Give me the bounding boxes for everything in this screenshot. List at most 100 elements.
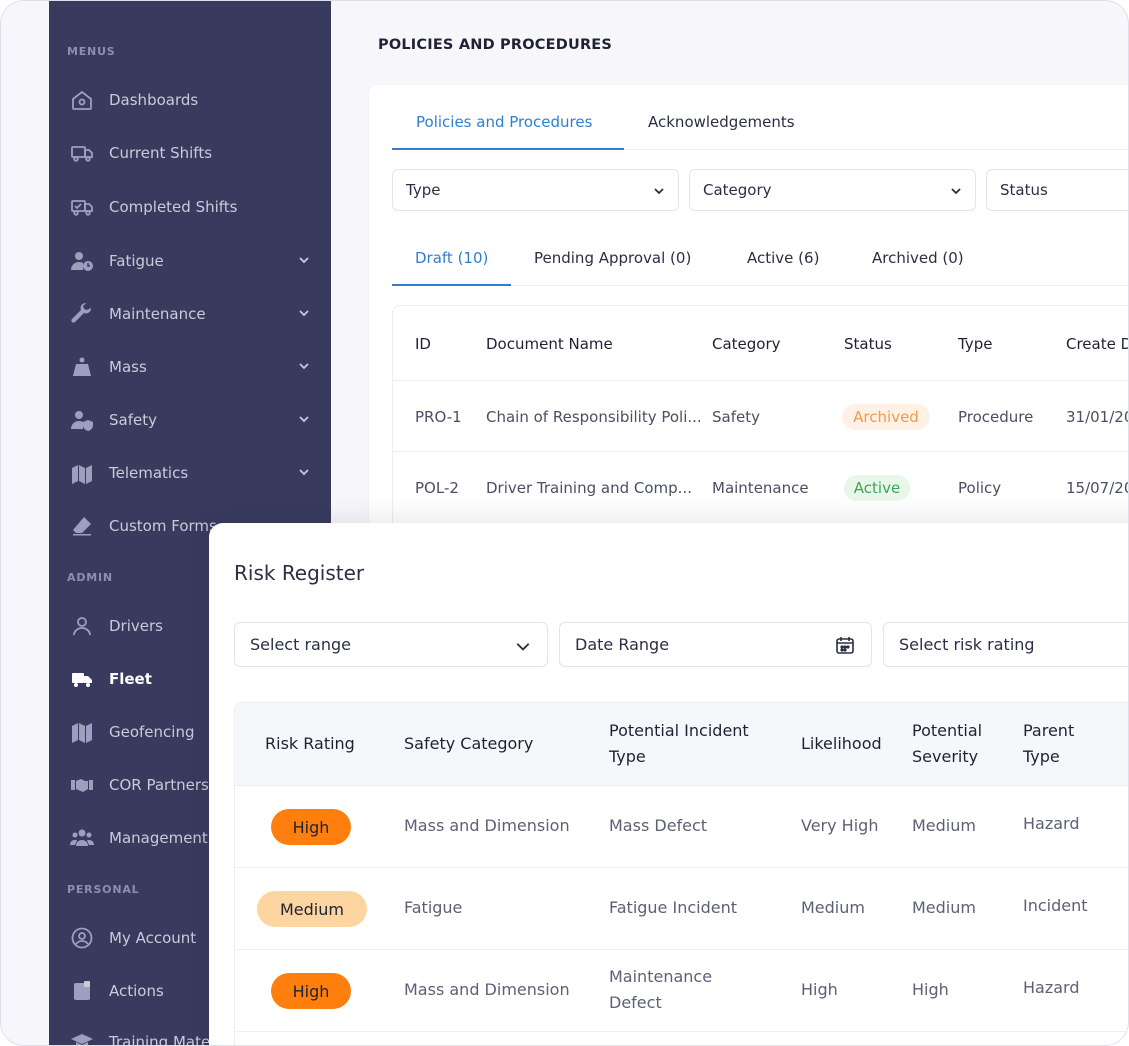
tab-active[interactable]: Active (6)	[747, 249, 820, 267]
risk-rating-select[interactable]: Select risk rating	[883, 622, 1128, 667]
status-filter-select[interactable]: Status	[986, 169, 1128, 211]
sidebar-item-safety[interactable]: Safety	[69, 403, 311, 437]
graduation-cap-icon	[69, 1029, 95, 1045]
sidebar-item-telematics[interactable]: Telematics	[69, 456, 311, 490]
cell-type: Procedure	[958, 408, 1034, 426]
user-shield-icon	[69, 407, 95, 433]
column-header-id: ID	[415, 335, 431, 353]
tab-policies-and-procedures[interactable]: Policies and Procedures	[416, 113, 593, 131]
section-label-personal: PERSONAL	[67, 883, 140, 896]
cell-incident-type: Fatigue Incident	[609, 898, 737, 917]
section-label-menus: MENUS	[67, 45, 116, 58]
sidebar-item-label: Training Materials	[109, 1033, 242, 1046]
date-range-input[interactable]: Date Range	[559, 622, 872, 667]
sidebar-item-my-account[interactable]: My Account	[69, 921, 311, 955]
row-divider	[235, 949, 1128, 950]
row-divider	[393, 451, 1128, 452]
status-badge: Active	[844, 475, 910, 501]
sidebar-item-custom-forms[interactable]: Custom Forms	[69, 509, 311, 543]
cell-severity: High	[912, 980, 949, 999]
risk-register-title: Risk Register	[234, 561, 365, 585]
sidebar-item-current-shifts[interactable]: Current Shifts	[69, 136, 311, 170]
sidebar-item-dashboards[interactable]: Dashboards	[69, 83, 311, 117]
sidebar-item-management[interactable]: Management	[69, 821, 311, 855]
sidebar-item-label: Management	[109, 829, 208, 847]
column-header-status: Status	[844, 335, 892, 353]
tab-archived[interactable]: Archived (0)	[872, 249, 964, 267]
risk-rating-badge: High	[271, 809, 351, 845]
sidebar-item-label: Fatigue	[109, 252, 164, 270]
column-header-category: Category	[712, 335, 781, 353]
category-filter-select[interactable]: Category	[689, 169, 976, 211]
cell-severity: Medium	[912, 816, 976, 835]
calendar-icon[interactable]	[835, 635, 855, 655]
user-icon	[69, 613, 95, 639]
cell-document-name[interactable]: Driver Training and Comp...	[486, 479, 692, 497]
users-icon	[69, 825, 95, 851]
sidebar-item-label: Geofencing	[109, 723, 195, 741]
home-icon	[69, 87, 95, 113]
type-filter-select[interactable]: Type	[392, 169, 679, 211]
cell-parent-type: Hazard	[1023, 978, 1080, 997]
sidebar-item-drivers[interactable]: Drivers	[69, 609, 311, 643]
tab-acknowledgements[interactable]: Acknowledgements	[648, 113, 795, 131]
eraser-icon	[69, 513, 95, 539]
sidebar-item-label: Fleet	[109, 670, 152, 688]
sidebar-item-completed-shifts[interactable]: Completed Shifts	[69, 190, 311, 224]
account-circle-icon	[69, 925, 95, 951]
cell-severity: Medium	[912, 898, 976, 917]
sidebar-item-label: Dashboards	[109, 91, 199, 109]
cell-category: Safety	[712, 408, 760, 426]
tab-draft[interactable]: Draft (10)	[415, 249, 489, 267]
truck-icon	[69, 140, 95, 166]
sidebar-item-label: Maintenance	[109, 305, 206, 323]
cell-parent-type: Incident	[1023, 896, 1088, 915]
sidebar-item-label: Drivers	[109, 617, 163, 635]
cell-id: PRO-1	[415, 408, 462, 426]
active-tab-indicator	[392, 148, 624, 150]
column-header-likelihood: Likelihood	[801, 734, 882, 753]
sidebar-item-fatigue[interactable]: Fatigue	[69, 244, 311, 278]
page-title: POLICIES AND PROCEDURES	[378, 37, 613, 53]
sidebar-item-label: COR Partners	[109, 776, 209, 794]
cell-document-name[interactable]: Chain of Responsibility Poli...	[486, 408, 700, 426]
date-range-value: Date Range	[575, 635, 670, 654]
column-header-type: Type	[958, 335, 993, 353]
cell-create-date: 31/01/2024	[1066, 408, 1128, 426]
sidebar-item-label: Completed Shifts	[109, 198, 238, 216]
cell-id: POL-2	[415, 479, 459, 497]
cell-incident-type: Mass Defect	[609, 816, 708, 835]
risk-register-table: Risk Rating Safety Category Potential In…	[234, 702, 1128, 1045]
row-divider	[235, 867, 1128, 868]
column-header-risk-rating: Risk Rating	[265, 734, 355, 753]
chevron-down-icon	[299, 363, 309, 370]
tab-pending-approval[interactable]: Pending Approval (0)	[534, 249, 692, 267]
sidebar-item-mass[interactable]: Mass	[69, 350, 311, 384]
risk-rating-value: Select risk rating	[899, 635, 1035, 654]
column-header-create-date: Create Date	[1066, 335, 1128, 353]
sidebar-item-maintenance[interactable]: Maintenance	[69, 297, 311, 331]
map-icon	[69, 719, 95, 745]
active-status-tab-indicator	[392, 284, 511, 286]
sidebar-item-cor-partners[interactable]: COR Partners	[69, 768, 311, 802]
sidebar-item-label: Telematics	[109, 464, 189, 482]
select-range-dropdown[interactable]: Select range	[234, 622, 548, 667]
map-pin-icon	[69, 460, 95, 486]
cell-safety-category: Fatigue	[404, 898, 463, 917]
sidebar-item-label: Mass	[109, 358, 147, 376]
sidebar-item-training-materials[interactable]: Training Materials	[69, 1025, 311, 1046]
user-clock-icon	[69, 248, 95, 274]
weight-icon	[69, 354, 95, 380]
sidebar-item-label: Custom Forms	[109, 517, 217, 535]
sidebar-item-geofencing[interactable]: Geofencing	[69, 715, 311, 749]
chevron-down-icon	[299, 469, 309, 476]
table-header	[235, 703, 1128, 786]
select-range-value: Select range	[250, 635, 351, 654]
cell-parent-type: Hazard	[1023, 814, 1080, 833]
truck-check-icon	[69, 194, 95, 220]
cell-incident-type: Maintenance Defect	[609, 967, 713, 1012]
column-header-document-name: Document Name	[486, 335, 613, 353]
sidebar-item-fleet[interactable]: Fleet	[69, 662, 311, 696]
sidebar-item-actions[interactable]: Actions	[69, 974, 311, 1008]
